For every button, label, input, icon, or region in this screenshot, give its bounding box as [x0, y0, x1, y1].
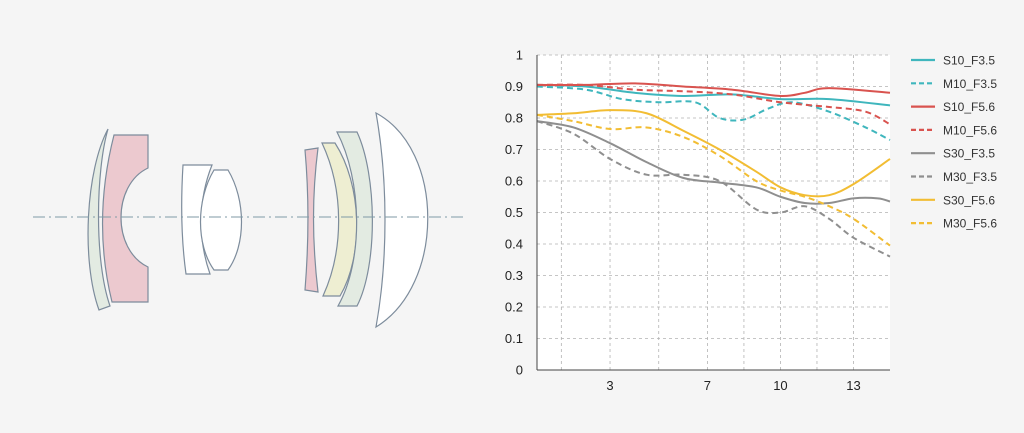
- y-tick-label: 0.7: [505, 142, 523, 157]
- series-line-s10-f5-6: [536, 82, 891, 98]
- legend: S10_F3.5 M10_F3.5 S10_F5.6 M10_F5.6 S30_F3.5…: [911, 54, 997, 231]
- series-line-m10-f3-5: [536, 85, 891, 141]
- legend-label-s30-f3-5: S30_F3.5: [943, 147, 995, 161]
- y-tick-label: 0.2: [505, 300, 523, 315]
- lens-diagram: [33, 111, 467, 329]
- legend-label-m10-f5-6: M10_F5.6: [943, 123, 997, 137]
- series-line-m30-f3-5: [536, 120, 891, 258]
- y-tick-label: 0.1: [505, 331, 523, 346]
- legend-label-s10-f5-6: S10_F5.6: [943, 100, 995, 114]
- series-line-s10-f3-5: [536, 83, 891, 107]
- legend-label-s30-f5-6: S30_F5.6: [943, 193, 995, 207]
- y-tick-label: 0.9: [505, 79, 523, 94]
- y-tick-label: 0: [516, 363, 523, 378]
- legend-label-s10-f3-5: S10_F3.5: [943, 54, 995, 68]
- legend-label-m30-f3-5: M30_F3.5: [943, 170, 997, 184]
- y-tick-label: 0.5: [505, 205, 523, 220]
- lens-element-8-large-convex-white: [375, 111, 429, 329]
- x-tick-label: 10: [773, 378, 787, 393]
- lens-element-7-green: [336, 131, 373, 307]
- legend-label-m30-f5-6: M30_F5.6: [943, 217, 997, 231]
- y-tick-label: 0.4: [505, 237, 523, 252]
- y-tick-label: 0.8: [505, 111, 523, 126]
- lens-element-6-yellow: [321, 142, 358, 297]
- y-tick-label: 1: [516, 48, 523, 63]
- series-line-s30-f3-5: [536, 120, 891, 205]
- x-tick-label: 7: [704, 378, 711, 393]
- lens-element-1-meniscus-green: [87, 128, 111, 311]
- x-tick-label: 3: [606, 378, 613, 393]
- series-line-s30-f5-6: [536, 109, 891, 198]
- series-line-m10-f5-6: [536, 83, 891, 126]
- lens-element-4-biconvex-white: [200, 169, 242, 271]
- series-layer: [536, 82, 891, 258]
- grid-layer: [537, 54, 890, 370]
- legend-label-m10-f3-5: M10_F3.5: [943, 77, 997, 91]
- y-tick-label: 0.6: [505, 174, 523, 189]
- series-line-m30-f5-6: [536, 113, 891, 247]
- axis-layer: 00.10.20.30.40.50.60.70.80.913 7 10 13: [505, 48, 890, 393]
- y-tick-label: 0.3: [505, 268, 523, 283]
- lens-element-2-concave-pink: [101, 134, 149, 303]
- x-tick-label: 13: [846, 378, 860, 393]
- lens-element-5-thin-pink: [304, 147, 319, 293]
